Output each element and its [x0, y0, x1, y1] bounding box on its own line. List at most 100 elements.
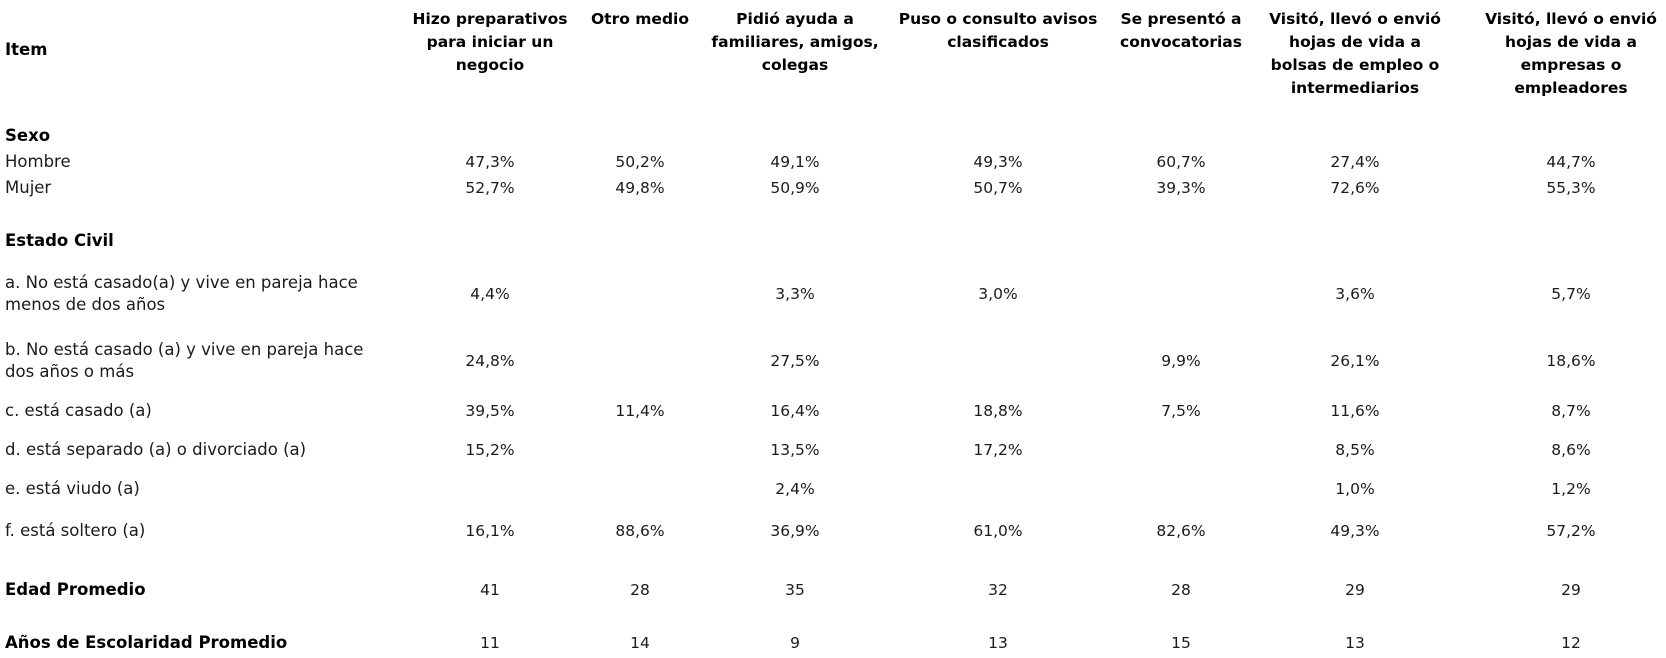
table-cell: 82,6%	[1156, 522, 1206, 540]
table-cell: 32	[988, 581, 1008, 599]
table-cell: 9	[790, 634, 800, 652]
header-col-negocio: Hizo preparativos para iniciar un negoci…	[412, 10, 568, 74]
table-row: c. está casado (a) 39,5% 11,4% 16,4% 18,…	[0, 398, 1666, 424]
table-cell: 13,5%	[770, 441, 820, 459]
table-cell: 49,1%	[770, 153, 820, 171]
row-label: Sexo	[5, 126, 51, 145]
row-label: b. No está casado (a) y vive en pareja h…	[5, 340, 364, 381]
header-row: Item Hizo preparativos para iniciar un n…	[0, 0, 1666, 100]
row-label: Mujer	[5, 178, 52, 197]
table-cell: 15	[1171, 634, 1191, 652]
table-row: d. está separado (a) o divorciado (a) 15…	[0, 437, 1666, 463]
table-cell: 47,3%	[465, 153, 515, 171]
table-cell: 5,7%	[1551, 285, 1591, 303]
table-cell: 29	[1345, 581, 1365, 599]
header-item-label: Item	[5, 40, 48, 59]
table-cell: 8,5%	[1335, 441, 1375, 459]
table-cell: 18,8%	[973, 402, 1023, 420]
table-cell: 7,5%	[1161, 402, 1201, 420]
table-row: Sexo	[0, 123, 1666, 149]
table-cell: 27,5%	[770, 352, 820, 370]
table-cell: 15,2%	[465, 441, 515, 459]
table-cell: 49,3%	[973, 153, 1023, 171]
row-label: f. está soltero (a)	[5, 521, 146, 540]
row-label: e. está viudo (a)	[5, 479, 140, 498]
table-cell: 72,6%	[1330, 179, 1380, 197]
row-label: Edad Promedio	[5, 580, 146, 599]
table-cell: 61,0%	[973, 522, 1023, 540]
table-cell: 28	[1171, 581, 1191, 599]
table-cell: 11,6%	[1330, 402, 1380, 420]
table-cell: 4,4%	[470, 285, 510, 303]
table-row: f. está soltero (a) 16,1% 88,6% 36,9% 61…	[0, 518, 1666, 544]
table-cell: 41	[480, 581, 500, 599]
table-cell	[405, 476, 575, 502]
table-cell: 50,2%	[615, 153, 665, 171]
table-cell	[895, 476, 1101, 502]
table-cell: 14	[630, 634, 650, 652]
table-cell	[582, 476, 698, 502]
table-cell	[582, 267, 698, 321]
header-col-avisos: Puso o consulto avisos clasificados	[898, 10, 1098, 51]
table-cell: 29	[1561, 581, 1581, 599]
header-col-empresas: Visitó, llevó o envió hojas de vida a em…	[1485, 10, 1657, 96]
table-cell: 50,7%	[973, 179, 1023, 197]
table-cell: 16,1%	[465, 522, 515, 540]
table-row: Edad Promedio 41 28 35 32 28 29 29	[0, 577, 1666, 603]
table-cell: 49,3%	[1330, 522, 1380, 540]
table-cell: 8,7%	[1551, 402, 1591, 420]
table-cell: 3,0%	[978, 285, 1018, 303]
table-cell: 28	[630, 581, 650, 599]
table-row: a. No está casado(a) y vive en pareja ha…	[0, 267, 1666, 321]
table-row: Años de Escolaridad Promedio 11 14 9 13 …	[0, 630, 1666, 656]
table-row: b. No está casado (a) y vive en pareja h…	[0, 334, 1666, 388]
table-row: Estado Civil	[0, 228, 1666, 254]
table-cell: 88,6%	[615, 522, 665, 540]
table-row: Mujer 52,7% 49,8% 50,9% 50,7% 39,3% 72,6…	[0, 175, 1666, 201]
table-cell: 50,9%	[770, 179, 820, 197]
header-col-familiares: Pidió ayuda a familiares, amigos, colega…	[711, 10, 879, 74]
table-cell: 24,8%	[465, 352, 515, 370]
table-cell: 44,7%	[1546, 153, 1596, 171]
table-cell: 39,3%	[1156, 179, 1206, 197]
table-cell: 13	[1345, 634, 1365, 652]
table-cell: 57,2%	[1546, 522, 1596, 540]
table-cell	[1112, 437, 1250, 463]
table-cell: 52,7%	[465, 179, 515, 197]
table-cell: 26,1%	[1330, 352, 1380, 370]
table-cell: 49,8%	[615, 179, 665, 197]
table-cell: 1,2%	[1551, 480, 1591, 498]
table-cell: 18,6%	[1546, 352, 1596, 370]
table-cell: 2,4%	[775, 480, 815, 498]
table-cell: 13	[988, 634, 1008, 652]
table-cell	[582, 437, 698, 463]
table-cell	[1112, 267, 1250, 321]
header-col-bolsas-empleo: Visitó, llevó o envió hojas de vida a bo…	[1269, 10, 1441, 96]
table-cell: 3,3%	[775, 285, 815, 303]
header-col-convocatorias: Se presentó a convocatorias	[1120, 10, 1242, 51]
row-label: Estado Civil	[5, 231, 114, 250]
row-label: a. No está casado(a) y vive en pareja ha…	[5, 273, 358, 314]
table-cell: 9,9%	[1161, 352, 1201, 370]
table-cell	[1112, 476, 1250, 502]
table-cell: 36,9%	[770, 522, 820, 540]
header-col-otro-medio: Otro medio	[591, 10, 689, 28]
table-cell: 27,4%	[1330, 153, 1380, 171]
table-cell	[582, 334, 698, 388]
table-cell: 11,4%	[615, 402, 665, 420]
table-cell: 1,0%	[1335, 480, 1375, 498]
table-cell: 35	[785, 581, 805, 599]
table-row: Hombre 47,3% 50,2% 49,1% 49,3% 60,7% 27,…	[0, 149, 1666, 175]
table-cell: 12	[1561, 634, 1581, 652]
row-label: Años de Escolaridad Promedio	[5, 633, 288, 652]
table-cell: 8,6%	[1551, 441, 1591, 459]
table-cell: 39,5%	[465, 402, 515, 420]
row-label: c. está casado (a)	[5, 401, 152, 420]
table-cell: 11	[480, 634, 500, 652]
table-cell: 16,4%	[770, 402, 820, 420]
table-cell: 17,2%	[973, 441, 1023, 459]
row-label: d. está separado (a) o divorciado (a)	[5, 440, 307, 459]
table-cell: 60,7%	[1156, 153, 1206, 171]
row-label: Hombre	[5, 152, 71, 171]
table-row: e. está viudo (a) 2,4% 1,0% 1,2%	[0, 476, 1666, 502]
